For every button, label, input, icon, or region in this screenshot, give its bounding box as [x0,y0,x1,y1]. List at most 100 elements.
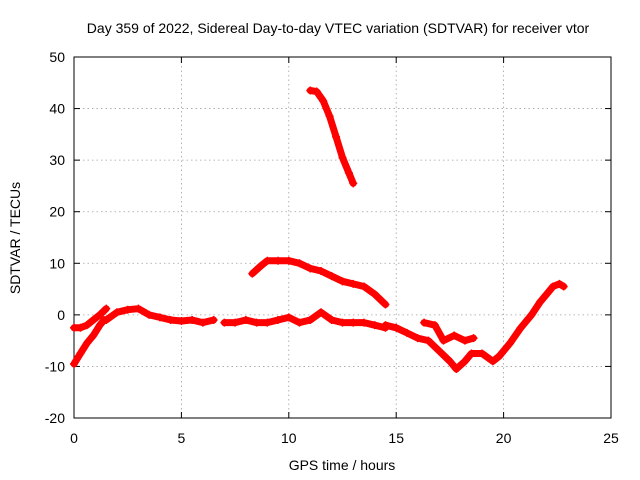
data-point [478,349,487,358]
data-point [76,323,85,332]
data-point [284,313,293,322]
data-point [209,316,218,325]
data-point [430,321,439,330]
data-point [536,297,545,306]
axis-ticks: 0 5 10 15 20 25 -20 -10 0 10 20 30 40 50 [45,49,619,446]
data-point [349,279,358,288]
data-point [413,334,422,343]
data-point [402,328,411,337]
data-point [252,318,261,327]
data-point [359,318,368,327]
data-point [555,279,564,288]
data-point [349,318,358,327]
series-line [495,280,568,360]
data-point [82,321,91,330]
x-tick-label: 10 [281,430,297,446]
data-point [263,256,272,265]
data-point [549,282,558,291]
data-point [89,316,98,325]
y-tick-label: 0 [57,307,65,323]
y-axis-label: SDTVAR / TECUs [7,182,23,294]
data-point [70,359,78,368]
data-point [134,304,143,313]
x-tick-label: 25 [603,430,619,446]
data-point [155,313,164,322]
data-point [295,318,304,327]
x-tick-label: 15 [388,430,404,446]
data-point [327,316,336,325]
data-point [460,357,469,366]
data-point [231,318,240,327]
x-tick-label: 5 [178,430,186,446]
data-point [467,349,476,358]
series-line [220,308,389,332]
series-arc-3 [102,304,218,327]
data-point [488,357,497,366]
data-point [102,304,111,313]
data-point [317,267,326,276]
data-point [317,308,326,317]
data-point [102,316,111,325]
data-point [527,310,536,319]
data-point [332,132,341,141]
data-point [452,365,461,374]
data-point [123,305,132,314]
y-tick-label: 10 [49,255,65,271]
data-point [319,96,328,105]
data-point [450,331,459,340]
y-tick-label: 40 [49,101,65,117]
data-point [392,323,401,332]
x-axis-label: GPS time / hours [289,457,396,473]
data-point [89,331,98,340]
data-point [306,316,315,325]
series-arc-9 [495,279,568,361]
data-point [469,334,478,343]
data-point [370,290,379,299]
data-point [559,282,568,291]
y-tick-label: 30 [49,152,65,168]
series-arc-6 [306,86,358,188]
data-point [76,349,85,358]
data-point [420,318,429,327]
data-point [166,316,175,325]
data-point [439,336,448,345]
series-group [70,86,568,374]
data-point [188,316,197,325]
data-point [295,259,304,268]
data-point [256,261,265,270]
data-point [263,318,272,327]
y-tick-label: 50 [49,49,65,65]
data-point [82,339,91,348]
y-tick-label: 20 [49,204,65,220]
data-point [327,272,336,281]
data-point [95,310,104,319]
data-point [338,318,347,327]
data-point [177,317,186,326]
x-tick-label: 20 [496,430,512,446]
data-point [306,86,315,95]
data-point [274,316,283,325]
data-point [306,264,315,273]
data-point [112,308,121,317]
data-point [435,346,444,355]
data-point [338,153,347,162]
data-point [325,112,334,121]
data-point [241,316,250,325]
data-point [359,282,368,291]
data-point [349,179,358,188]
data-point [516,323,525,332]
data-point [344,169,353,178]
series-line [248,257,389,308]
data-point [248,269,257,278]
data-point [284,256,293,265]
data-point [198,318,207,327]
y-tick-label: -10 [45,358,65,374]
data-point [338,277,347,286]
data-point [506,339,515,348]
data-point [460,336,469,345]
data-point [381,300,390,309]
grid [74,57,611,418]
series-arc-5 [248,256,390,309]
x-tick-label: 0 [70,430,78,446]
